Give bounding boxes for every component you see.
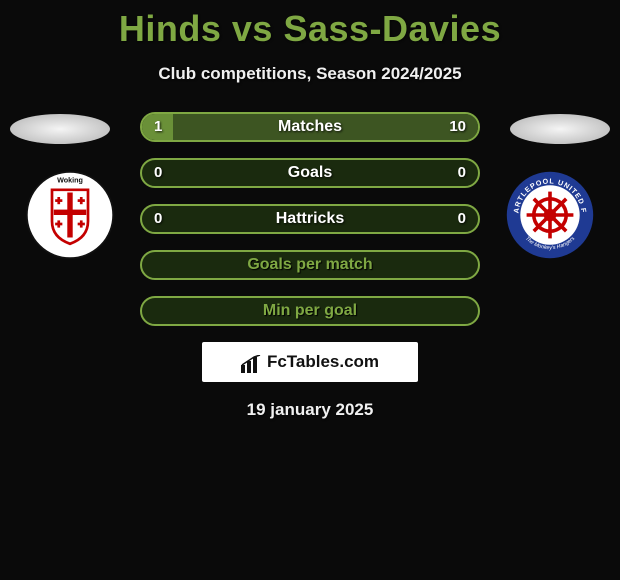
flag-right [510,114,610,144]
club-crest-left: Woking [25,170,115,260]
comparison-title: Hinds vs Sass-Davies [0,0,620,50]
attribution-badge: FcTables.com [202,342,418,382]
stat-row: 00Goals [140,158,480,188]
stat-bars: 110Matches 00Goals 00Hattricks Goals per ma… [140,112,480,326]
stat-row: 110Matches [140,112,480,142]
stat-row: 00Hattricks [140,204,480,234]
bars-icon [241,355,263,373]
stat-row: Goals per match [140,250,480,280]
club-crest-right: HARTLEPOOL UNITED FC The Monkey's Hanger… [505,170,595,260]
stat-row: Min per goal [140,296,480,326]
date-label: 19 january 2025 [0,400,620,420]
stat-label: Goals [142,160,478,186]
attribution-text: FcTables.com [267,352,379,372]
stat-label: Min per goal [142,298,478,324]
crest-left-text-top: Woking [57,176,83,185]
comparison-subtitle: Club competitions, Season 2024/2025 [0,64,620,84]
stat-label: Goals per match [142,252,478,278]
stat-label: Hattricks [142,206,478,232]
stats-container: Woking HARTLEPOOL UNITED FC The Monkey's… [0,112,620,326]
flag-left [10,114,110,144]
stat-label: Matches [142,114,478,140]
